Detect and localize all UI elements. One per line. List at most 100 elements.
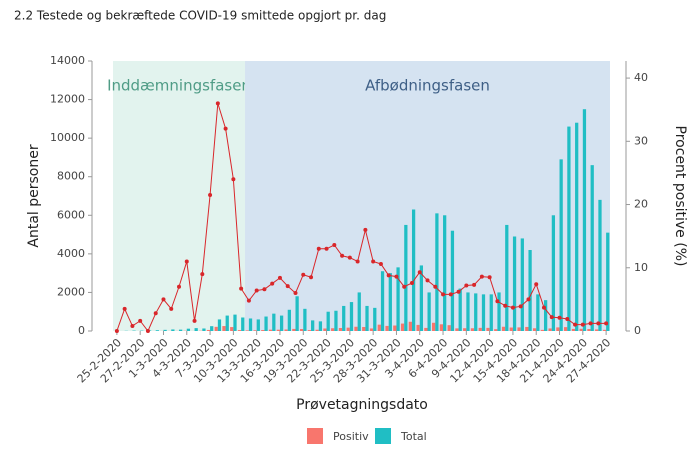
phase-band xyxy=(245,61,610,331)
bar xyxy=(598,200,601,331)
bar xyxy=(339,328,342,331)
bar xyxy=(233,315,236,331)
percent-point xyxy=(317,247,321,251)
percent-point xyxy=(177,285,181,289)
percent-point xyxy=(293,291,297,295)
percent-point xyxy=(270,282,274,286)
percent-point xyxy=(208,193,212,197)
percent-point xyxy=(216,101,220,105)
chart-title: 2.2 Testede og bekræftede COVID-19 smitt… xyxy=(14,9,386,23)
bar xyxy=(497,292,500,331)
y-tick-label: 6000 xyxy=(57,208,85,221)
bar xyxy=(544,300,547,331)
bar xyxy=(241,318,244,332)
bar xyxy=(284,329,287,331)
bar xyxy=(334,311,337,331)
percent-point xyxy=(332,243,336,247)
bar xyxy=(432,323,435,331)
bar xyxy=(171,329,174,331)
bar xyxy=(288,310,291,331)
bar xyxy=(249,318,252,331)
percent-point xyxy=(356,259,360,263)
bar xyxy=(163,330,166,331)
phase-label: Inddæmningsfasen xyxy=(107,77,251,95)
bar xyxy=(525,327,528,331)
bar xyxy=(358,292,361,331)
bar xyxy=(323,328,326,331)
percent-point xyxy=(418,270,422,274)
bar xyxy=(300,329,303,331)
bar xyxy=(404,225,407,331)
bar xyxy=(156,330,159,331)
bar xyxy=(272,314,275,331)
bar xyxy=(424,328,427,331)
bar xyxy=(552,215,555,331)
percent-point xyxy=(394,275,398,279)
bar xyxy=(246,330,249,331)
y2-tick-label: 20 xyxy=(634,198,648,211)
legend-label: Positiv xyxy=(333,430,369,443)
percent-point xyxy=(255,289,259,293)
y-tick-label: 14000 xyxy=(50,54,85,67)
bar xyxy=(435,213,438,331)
bar xyxy=(277,330,280,331)
percent-point xyxy=(480,275,484,279)
bar xyxy=(510,328,513,331)
percent-point xyxy=(193,319,197,323)
percent-point xyxy=(596,321,600,325)
bar xyxy=(572,329,575,331)
bar xyxy=(603,330,606,331)
bar xyxy=(187,329,190,331)
bar xyxy=(207,330,210,331)
bar xyxy=(455,328,458,331)
bar xyxy=(253,330,256,331)
bar xyxy=(583,109,586,331)
bar xyxy=(280,316,283,331)
bar xyxy=(536,294,539,331)
percent-point xyxy=(495,299,499,303)
percent-point xyxy=(426,278,430,282)
percent-point xyxy=(387,273,391,277)
percent-point xyxy=(457,290,461,294)
percent-point xyxy=(402,285,406,289)
y2-axis-title: Procent positive (%) xyxy=(672,126,688,267)
bar xyxy=(412,210,415,332)
percent-point xyxy=(301,273,305,277)
legend-swatch xyxy=(375,428,391,444)
percent-point xyxy=(472,283,476,287)
y-tick-label: 12000 xyxy=(50,93,85,106)
percent-point xyxy=(325,247,329,251)
bar xyxy=(218,319,221,331)
bar xyxy=(471,328,474,331)
percent-point xyxy=(161,297,165,301)
bar xyxy=(331,328,334,331)
bar xyxy=(385,326,388,331)
percent-point xyxy=(278,276,282,280)
percent-point xyxy=(464,283,468,287)
bar xyxy=(261,330,264,331)
bar xyxy=(428,292,431,331)
bar xyxy=(517,327,520,331)
percent-point xyxy=(231,177,235,181)
bar xyxy=(350,302,353,331)
percent-point xyxy=(511,306,515,310)
bar xyxy=(319,321,322,331)
percent-point xyxy=(363,228,367,232)
percent-point xyxy=(550,315,554,319)
percent-point xyxy=(441,292,445,296)
bar xyxy=(257,319,260,331)
bar xyxy=(560,159,563,331)
percent-point xyxy=(115,329,119,333)
percent-point xyxy=(154,311,158,315)
percent-point xyxy=(534,282,538,286)
percent-point xyxy=(340,254,344,258)
percent-point xyxy=(185,259,189,263)
bar xyxy=(354,327,357,331)
y2-tick-label: 0 xyxy=(634,324,641,337)
bar xyxy=(564,327,567,331)
y-tick-label: 4000 xyxy=(57,247,85,260)
bar xyxy=(202,328,205,331)
bar xyxy=(347,328,350,331)
percent-point xyxy=(488,275,492,279)
bar xyxy=(513,237,516,332)
